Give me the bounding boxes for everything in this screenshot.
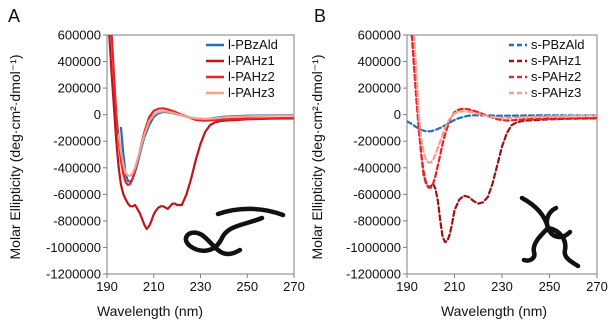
y-tick-label: 0 xyxy=(394,107,401,122)
y-tick-label: 200000 xyxy=(58,81,101,96)
legend-label: s-PAHz1 xyxy=(531,53,581,68)
y-tick-label: -400000 xyxy=(353,160,401,175)
plot-area: 600000 400000 200000 0 -200000 -400000 -600000… xyxy=(346,28,608,295)
legend-label: l-PAHz2 xyxy=(228,69,275,84)
y-tick-label: -1200000 xyxy=(46,267,101,282)
x-tick-label: 190 xyxy=(96,279,118,294)
series-line-s-PBzAld xyxy=(407,114,597,133)
x-tick-label: 250 xyxy=(236,279,258,294)
x-tick-label: 250 xyxy=(539,279,561,294)
panel-label: A xyxy=(8,6,20,26)
legend-label: s-PAHz3 xyxy=(531,85,581,100)
series-line-l-PAHz3 xyxy=(117,110,294,177)
x-tick-label: 270 xyxy=(283,279,305,294)
series-line-s-PAHz1 xyxy=(410,35,597,244)
panel-b: B Wavelength (nm) Molar Ellipticity (deg… xyxy=(309,6,608,319)
panel-label: B xyxy=(314,6,326,26)
y-axis-title: Molar Ellipticity (deg·cm²·dmol⁻¹) xyxy=(309,55,325,260)
x-axis-title: Wavelength (nm) xyxy=(97,303,203,319)
y-tick-label: -800000 xyxy=(353,213,401,228)
series-line-l-PAHz1 xyxy=(108,35,294,230)
x-tick-label: 190 xyxy=(396,279,418,294)
y-tick-label: 600000 xyxy=(58,28,101,43)
x-tick-label: 210 xyxy=(143,279,165,294)
y-tick-label: -600000 xyxy=(353,187,401,202)
legend-label: l-PAHz1 xyxy=(228,53,275,68)
series-line-l-PAHz2 xyxy=(110,35,294,187)
y-tick-label: 0 xyxy=(94,107,101,122)
x-tick-label: 210 xyxy=(444,279,466,294)
legend-label: l-PAHz3 xyxy=(228,85,275,100)
plot-area: 600000 400000 200000 0 -200000 -400000 -600000… xyxy=(46,28,305,295)
y-tick-label: 400000 xyxy=(58,54,101,69)
x-tick-label: 230 xyxy=(190,279,212,294)
legend-label: s-PAHz2 xyxy=(531,69,581,84)
x-tick-label: 270 xyxy=(586,279,608,294)
legend-label: s-PBzAld xyxy=(531,37,584,52)
y-tick-label: -1000000 xyxy=(346,240,401,255)
x-tick-label: 230 xyxy=(491,279,513,294)
wormlike-chain-icon xyxy=(183,206,286,257)
y-tick-label: -1000000 xyxy=(46,240,101,255)
y-tick-label: 400000 xyxy=(358,54,401,69)
x-axis-title: Wavelength (nm) xyxy=(441,303,547,319)
y-tick-label: -200000 xyxy=(53,134,101,149)
legend-label: l-PBzAld xyxy=(228,37,278,52)
star-polymer-icon xyxy=(519,195,581,269)
y-axis-title: Molar Ellipticity (deg·cm²·dmol⁻¹) xyxy=(7,55,23,260)
series-line-s-PAHz3 xyxy=(413,35,597,164)
y-tick-label: 200000 xyxy=(358,81,401,96)
y-tick-label: -800000 xyxy=(53,213,101,228)
y-tick-label: -1200000 xyxy=(346,267,401,282)
y-tick-label: 600000 xyxy=(358,28,401,43)
y-tick-label: -200000 xyxy=(353,134,401,149)
y-tick-label: -400000 xyxy=(53,160,101,175)
panel-a: A Wavelength (nm) Molar Ellipticity (deg… xyxy=(7,6,305,319)
y-tick-label: -600000 xyxy=(53,187,101,202)
